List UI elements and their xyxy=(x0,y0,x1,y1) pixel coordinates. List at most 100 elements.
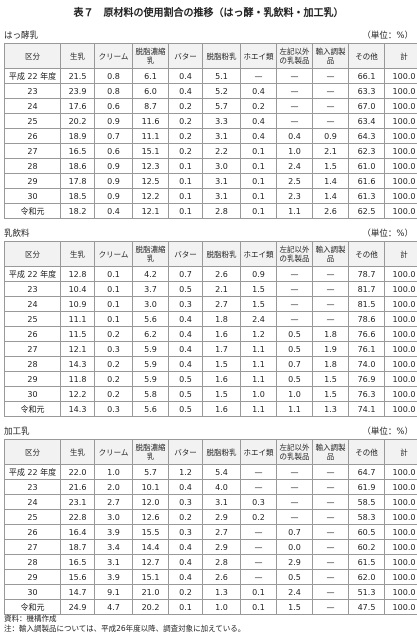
cell: 0.3 xyxy=(94,401,133,417)
cell: 0.9 xyxy=(94,188,133,204)
cell: 4.7 xyxy=(94,599,133,615)
cell: 76.1 xyxy=(348,341,385,357)
data-row: 28 16.5 3.1 12.7 0.4 2.8—2.9—61.5 100.0 xyxy=(4,554,417,570)
data-row: 26 16.4 3.9 15.5 0.3 2.7—0.7—60.5 100.0 xyxy=(4,524,417,540)
data-row: 27 18.7 3.4 14.4 0.4 2.9—0.0—60.2 100.0 xyxy=(4,539,417,555)
cell: — xyxy=(312,494,349,510)
cell: 0.1 xyxy=(240,584,277,600)
cell: 0.1 xyxy=(240,158,277,174)
cell: 64.7 xyxy=(348,464,385,480)
cell: 1.3 xyxy=(312,401,349,417)
cell: 11.5 xyxy=(60,326,95,342)
header-cell: クリーム xyxy=(94,439,133,465)
cell: 100.0 xyxy=(384,281,417,297)
header-cell: バター xyxy=(168,241,203,267)
cell: 8.7 xyxy=(132,98,169,114)
row-label: 平成 22 年度 xyxy=(4,68,61,84)
cell: 61.0 xyxy=(348,158,385,174)
cell: 0.1 xyxy=(240,599,277,615)
header-cell: 左記以外の乳製品 xyxy=(276,439,313,465)
cell: 100.0 xyxy=(384,584,417,600)
row-label: 23 xyxy=(4,281,61,297)
cell: 100.0 xyxy=(384,371,417,387)
cell: 0.2 xyxy=(168,128,203,144)
header-cell: 左記以外の乳製品 xyxy=(276,43,313,69)
cell: 0.4 xyxy=(168,479,203,495)
cell: — xyxy=(240,554,277,570)
cell: 1.1 xyxy=(276,401,313,417)
header-cell: 左記以外の乳製品 xyxy=(276,241,313,267)
data-row: 29 17.8 0.9 12.5 0.1 3.1 0.1 2.5 1.4 61.6 100.0 xyxy=(4,173,417,189)
cell: 60.5 xyxy=(348,524,385,540)
cell: 76.3 xyxy=(348,386,385,402)
row-label: 令和元 xyxy=(4,401,61,417)
cell: 100.0 xyxy=(384,128,417,144)
cell: 5.9 xyxy=(132,371,169,387)
cell: — xyxy=(312,554,349,570)
unit: （単位：%） xyxy=(362,427,413,437)
cell: 5.4 xyxy=(202,464,241,480)
cell: 10.1 xyxy=(132,479,169,495)
cell: 0.2 xyxy=(94,326,133,342)
cell: 12.8 xyxy=(60,266,95,282)
header-cell: 脱脂濃縮乳 xyxy=(132,43,169,69)
cell: 11.8 xyxy=(60,371,95,387)
cell: 0.9 xyxy=(240,266,277,282)
cell: 12.1 xyxy=(60,341,95,357)
header-row: 区分 生乳 クリーム 脱脂濃縮乳 バター 脱脂粉乳 ホエイ類 左記以外の乳製品 輸入調製品 その他… xyxy=(4,43,417,69)
cell: 17.6 xyxy=(60,98,95,114)
cell: 10.9 xyxy=(60,296,95,312)
cell: 2.6 xyxy=(202,569,241,585)
cell: 5.1 xyxy=(202,68,241,84)
cell: 1.5 xyxy=(312,386,349,402)
cell: — xyxy=(276,266,313,282)
cell: 3.1 xyxy=(202,173,241,189)
cell: 9.1 xyxy=(94,584,133,600)
cell: 76.9 xyxy=(348,371,385,387)
cell: 62.0 xyxy=(348,569,385,585)
cell: 0.7 xyxy=(276,524,313,540)
cell: 1.8 xyxy=(312,356,349,372)
section: 乳飲料 （単位：%） 区分 生乳 クリーム 脱脂濃縮乳 バター 脱脂粉乳 ホエイ類 左記以外の乳製… xyxy=(4,228,417,417)
cell: 100.0 xyxy=(384,524,417,540)
cell: 78.7 xyxy=(348,266,385,282)
cell: 0.3 xyxy=(168,524,203,540)
footer: 資料：機構作成 注：輸入調製品については、平成26年度以降、調査対象に加えている… xyxy=(4,614,245,634)
cell: 100.0 xyxy=(384,113,417,129)
header-cell: バター xyxy=(168,439,203,465)
cell: 15.5 xyxy=(132,524,169,540)
cell: 15.1 xyxy=(132,143,169,159)
cell: 1.0 xyxy=(94,464,133,480)
cell: 2.8 xyxy=(202,554,241,570)
cell: 17.8 xyxy=(60,173,95,189)
cell: 0.6 xyxy=(94,98,133,114)
row-label: 30 xyxy=(4,584,61,600)
cell: 0.1 xyxy=(94,281,133,297)
row-label: 27 xyxy=(4,143,61,159)
header-cell: ホエイ類 xyxy=(240,439,277,465)
cell: 100.0 xyxy=(384,326,417,342)
data-row: 平成 22 年度 12.8 0.1 4.2 0.7 2.6 0.9— —78.7 100.0 xyxy=(4,266,417,282)
cell: — xyxy=(312,524,349,540)
row-label: 27 xyxy=(4,539,61,555)
cell: 81.7 xyxy=(348,281,385,297)
row-label: 25 xyxy=(4,113,61,129)
cell: 0.1 xyxy=(168,173,203,189)
row-label: 29 xyxy=(4,569,61,585)
header-cell: その他 xyxy=(348,43,385,69)
cell: — xyxy=(312,296,349,312)
cell: 3.9 xyxy=(94,569,133,585)
cell: 0.5 xyxy=(168,401,203,417)
header-cell: 生乳 xyxy=(60,43,95,69)
cell: 0.4 xyxy=(168,539,203,555)
data-row: 30 18.5 0.9 12.2 0.1 3.1 0.1 2.3 1.4 61.3 100.0 xyxy=(4,188,417,204)
cell: 1.6 xyxy=(202,326,241,342)
cell: 14.4 xyxy=(132,539,169,555)
section-name: 加工乳 xyxy=(4,427,30,437)
cell: 100.0 xyxy=(384,266,417,282)
cell: 100.0 xyxy=(384,599,417,615)
cell: 2.8 xyxy=(202,203,241,219)
row-label: 29 xyxy=(4,371,61,387)
cell: — xyxy=(240,569,277,585)
cell: 100.0 xyxy=(384,539,417,555)
